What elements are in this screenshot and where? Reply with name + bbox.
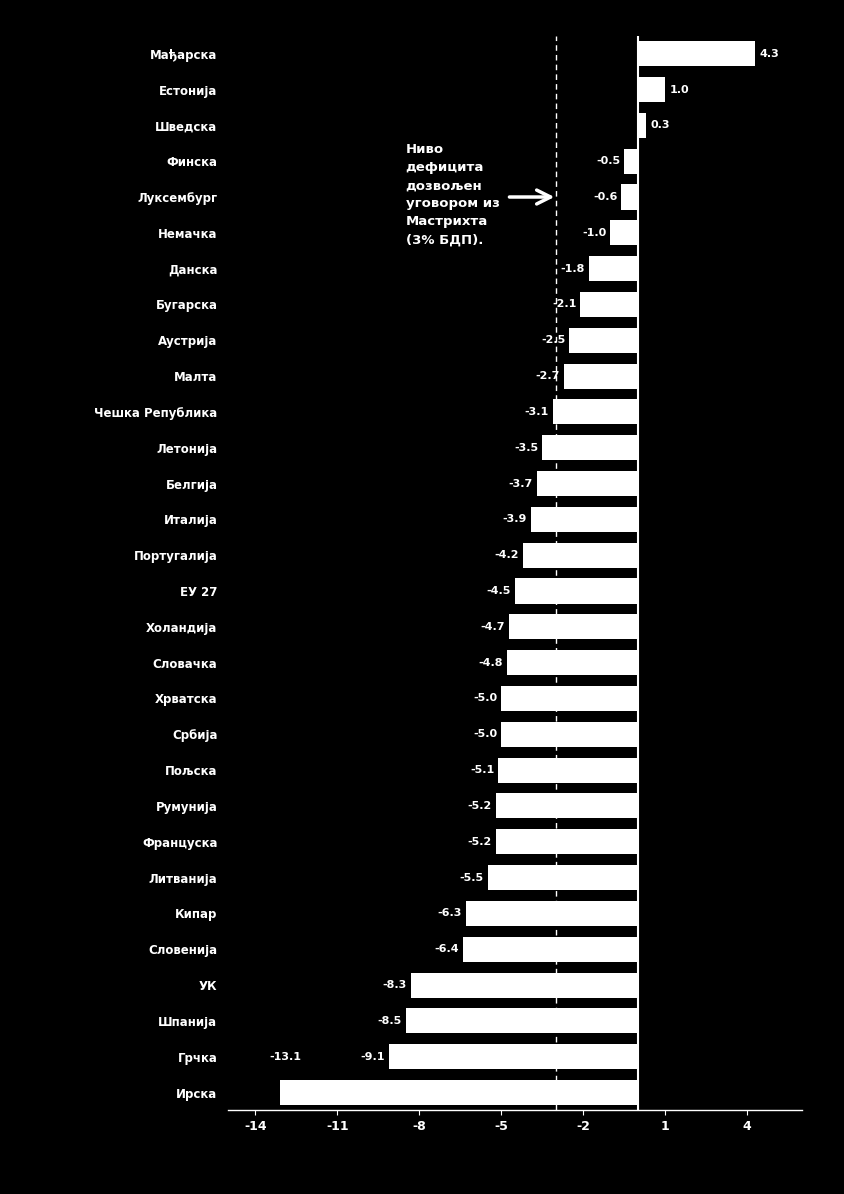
Bar: [638, 78, 665, 103]
Text: -0.6: -0.6: [593, 192, 617, 202]
Bar: [389, 1044, 638, 1070]
Text: -4.8: -4.8: [478, 658, 502, 667]
Text: -8.3: -8.3: [382, 980, 407, 990]
Text: Ниво
дефицита
дозвољен
уговором из
Мастрихта
(3% БДП).: Ниво дефицита дозвољен уговором из Мастр…: [405, 143, 500, 246]
Bar: [531, 507, 638, 533]
Bar: [610, 221, 638, 246]
Bar: [495, 829, 638, 855]
Text: -5.2: -5.2: [468, 837, 491, 847]
Text: 1.0: 1.0: [669, 85, 689, 94]
Bar: [510, 614, 638, 639]
Text: -3.5: -3.5: [514, 443, 538, 453]
Bar: [501, 685, 638, 710]
Bar: [506, 650, 638, 676]
Bar: [280, 1079, 638, 1106]
Bar: [515, 579, 638, 604]
Bar: [495, 793, 638, 819]
Text: -1.0: -1.0: [582, 228, 606, 238]
Bar: [625, 149, 638, 174]
Text: 0.3: 0.3: [650, 121, 669, 130]
Text: -9.1: -9.1: [360, 1052, 385, 1061]
Text: -6.3: -6.3: [437, 909, 462, 918]
Text: -5.0: -5.0: [473, 694, 497, 703]
Text: -5.5: -5.5: [459, 873, 484, 882]
Text: -3.7: -3.7: [508, 479, 533, 488]
Text: -6.4: -6.4: [434, 944, 459, 954]
Text: -5.1: -5.1: [470, 765, 495, 775]
Text: -3.1: -3.1: [525, 407, 549, 417]
Bar: [542, 436, 638, 461]
Text: -8.5: -8.5: [377, 1016, 402, 1026]
Bar: [411, 972, 638, 997]
Bar: [501, 721, 638, 747]
Bar: [405, 1008, 638, 1033]
Text: -4.7: -4.7: [481, 622, 506, 632]
Bar: [570, 328, 638, 353]
Text: -2.5: -2.5: [541, 336, 565, 345]
Text: -13.1: -13.1: [270, 1052, 301, 1061]
Bar: [638, 113, 646, 139]
Bar: [488, 864, 638, 890]
Text: -4.5: -4.5: [486, 586, 511, 596]
Bar: [523, 543, 638, 568]
Text: 4.3: 4.3: [760, 49, 779, 59]
Bar: [621, 185, 638, 210]
Text: -0.5: -0.5: [596, 156, 620, 166]
Text: -3.9: -3.9: [503, 515, 528, 524]
Text: -5.2: -5.2: [468, 801, 491, 811]
Bar: [581, 293, 638, 318]
Bar: [537, 472, 638, 497]
Text: -5.0: -5.0: [473, 730, 497, 739]
Bar: [499, 758, 638, 783]
Bar: [588, 257, 638, 282]
Text: -2.1: -2.1: [552, 300, 576, 309]
Text: -2.7: -2.7: [536, 371, 560, 381]
Text: -1.8: -1.8: [560, 264, 585, 273]
Bar: [553, 400, 638, 425]
Bar: [463, 936, 638, 962]
Bar: [638, 42, 755, 67]
Text: -4.2: -4.2: [495, 550, 519, 560]
Bar: [564, 364, 638, 389]
Bar: [466, 900, 638, 927]
